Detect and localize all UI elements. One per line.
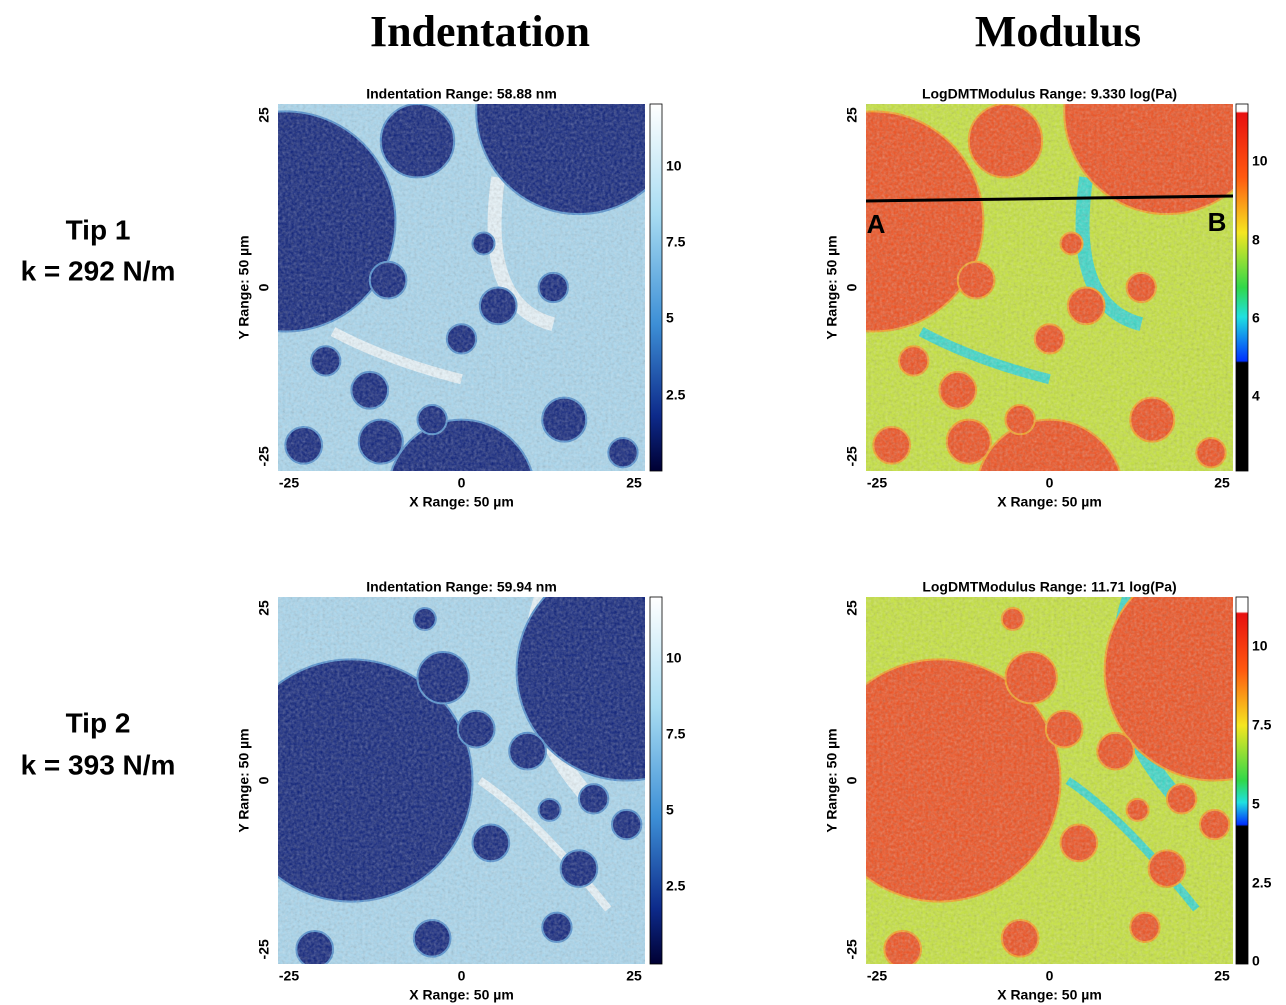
colorbar-tick-label: 0 — [1252, 953, 1260, 969]
x-tick-label: 25 — [1214, 475, 1230, 491]
speckle — [866, 104, 1233, 471]
row-label: Tip 2 — [66, 707, 131, 738]
speckle — [278, 597, 645, 964]
panel-title: LogDMTModulus Range: 9.330 log(Pa) — [922, 86, 1177, 102]
column-header: Modulus — [975, 7, 1141, 56]
row-label: k = 393 N/m — [21, 749, 176, 780]
map-features — [278, 597, 645, 964]
y-tick-label: 0 — [844, 283, 860, 291]
x-tick-label: 0 — [458, 475, 466, 491]
speckle — [278, 104, 645, 471]
x-tick-label: 25 — [626, 475, 642, 491]
y-axis-label: Y Range: 50 µm — [824, 728, 840, 832]
colorbar-tick-label: 2.5 — [1252, 875, 1272, 891]
colorbar-tick-label: 2.5 — [666, 387, 686, 403]
profile-line — [865, 194, 1234, 203]
panel-title: Indentation Range: 59.94 nm — [366, 579, 557, 595]
colorbar-tick-label: 10 — [666, 650, 682, 666]
afm-panel: 10 7.5 5 2.5 Indentation Range: 59.94 nm -25 0… — [236, 579, 686, 1003]
colorbar-tick-label: 10 — [1252, 153, 1268, 169]
y-tick-label: 25 — [844, 107, 860, 123]
colorbar-tick-label: 10 — [1252, 638, 1268, 654]
map-features — [278, 104, 645, 471]
y-tick-label: 25 — [256, 107, 272, 123]
colorbar-tick-label: 5 — [666, 310, 674, 326]
y-tick-label: 25 — [844, 600, 860, 616]
row-label: Tip 1 — [66, 214, 131, 245]
row-label: k = 292 N/m — [21, 255, 176, 286]
y-axis-label: Y Range: 50 µm — [824, 235, 840, 339]
x-tick-label: 0 — [1046, 475, 1054, 491]
x-tick-label: -25 — [867, 475, 887, 491]
afm-panel: 10 8 6 4 LogDMTModulus Range: 9.330 log(Pa) -… — [824, 86, 1268, 510]
map-features — [866, 597, 1233, 964]
x-tick-label: -25 — [279, 475, 299, 491]
profile-label: B — [1208, 207, 1227, 237]
y-tick-label: -25 — [256, 446, 272, 466]
colorbar-tick-label: 7.5 — [666, 726, 686, 742]
y-tick-label: -25 — [256, 939, 272, 959]
column-header: Indentation — [370, 7, 590, 56]
y-tick-label: 0 — [256, 776, 272, 784]
colorbar-tick-label: 7.5 — [666, 234, 686, 250]
colorbar — [1235, 103, 1249, 472]
panel-title: Indentation Range: 58.88 nm — [366, 86, 557, 102]
y-tick-label: -25 — [844, 939, 860, 959]
colorbar-tick-label: 6 — [1252, 310, 1260, 326]
x-axis-label: X Range: 50 µm — [997, 494, 1102, 510]
x-tick-label: 0 — [458, 968, 466, 984]
x-tick-label: -25 — [867, 968, 887, 984]
x-axis-label: X Range: 50 µm — [409, 494, 514, 510]
colorbar-tick-label: 4 — [1252, 388, 1260, 404]
x-tick-label: 25 — [626, 968, 642, 984]
y-tick-label: 0 — [844, 776, 860, 784]
y-tick-label: 25 — [256, 600, 272, 616]
colorbar — [649, 103, 663, 472]
colorbar-tick-label: 5 — [666, 802, 674, 818]
colorbar-tick-label: 8 — [1252, 232, 1260, 248]
speckle — [866, 597, 1233, 964]
profile-label: A — [867, 209, 886, 239]
y-axis-label: Y Range: 50 µm — [236, 235, 252, 339]
colorbar-tick-label: 7.5 — [1252, 717, 1272, 733]
colorbar-tick-label: 2.5 — [666, 878, 686, 894]
afm-panel: 10 7.5 5 2.5 Indentation Range: 58.88 nm -25 0… — [236, 86, 686, 510]
x-tick-label: 25 — [1214, 968, 1230, 984]
colorbar-tick-label: 10 — [666, 158, 682, 174]
colorbar — [1235, 596, 1249, 965]
map-features — [866, 104, 1233, 471]
panel-title: LogDMTModulus Range: 11.71 log(Pa) — [922, 579, 1176, 595]
x-tick-label: 0 — [1046, 968, 1054, 984]
afm-panel: 10 7.5 5 2.5 0 LogDMTModulus Range: 11.71 log… — [824, 579, 1272, 1003]
colorbar — [649, 596, 663, 965]
colorbar-tick-label: 5 — [1252, 796, 1260, 812]
x-tick-label: -25 — [279, 968, 299, 984]
y-tick-label: -25 — [844, 446, 860, 466]
x-axis-label: X Range: 50 µm — [409, 987, 514, 1003]
x-axis-label: X Range: 50 µm — [997, 987, 1102, 1003]
y-axis-label: Y Range: 50 µm — [236, 728, 252, 832]
y-tick-label: 0 — [256, 283, 272, 291]
